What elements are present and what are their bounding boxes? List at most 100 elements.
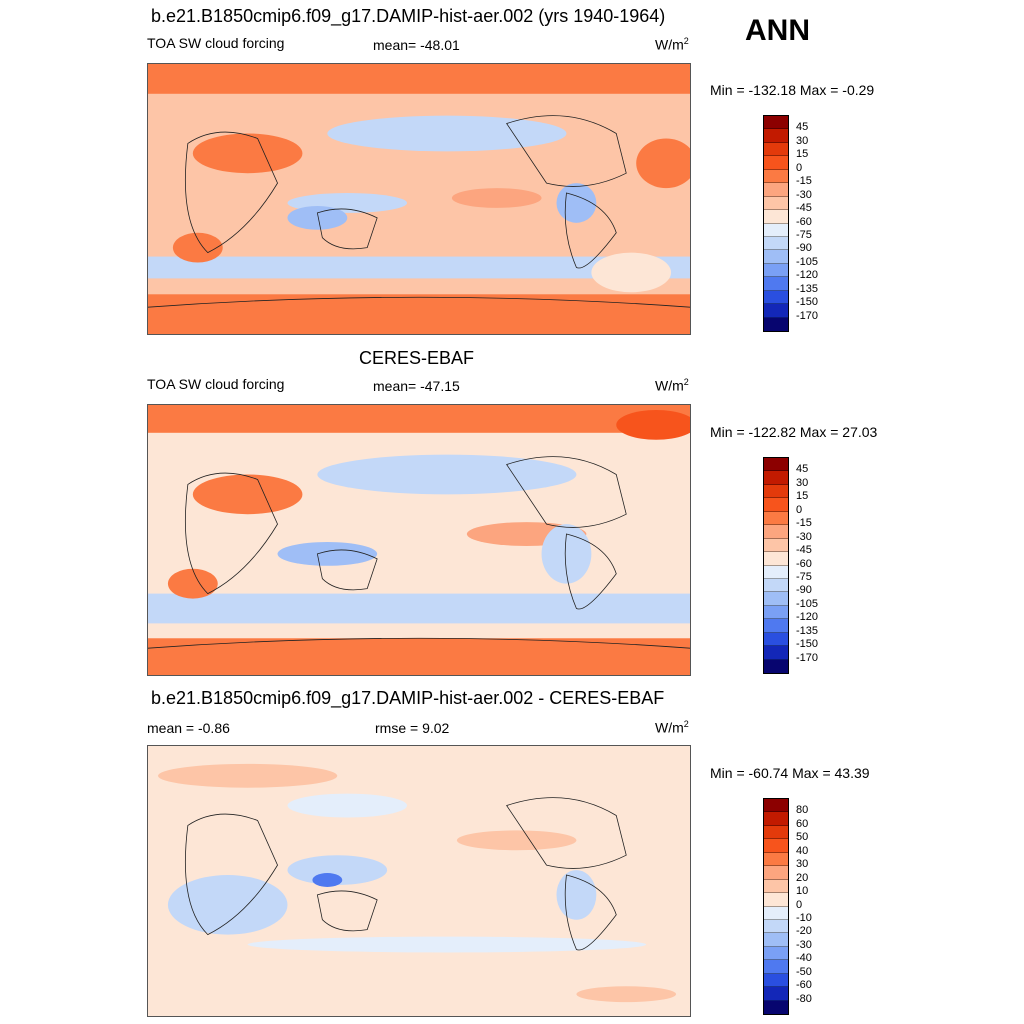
colorbar-swatch (764, 799, 788, 813)
colorbar-swatch (764, 619, 788, 633)
colorbar-swatch (764, 893, 788, 907)
colorbar-tick-label: -40 (796, 952, 812, 965)
colorbar-tick-label: -45 (796, 544, 812, 557)
colorbar-tick-label: -60 (796, 215, 812, 228)
colorbar-tick-label: -60 (796, 557, 812, 570)
panel1-variable-label: TOA SW cloud forcing (147, 35, 285, 51)
colorbar-swatch (764, 277, 788, 291)
colorbar-tick-label: -105 (796, 255, 819, 268)
panel2-mean-label: mean= -47.15 (373, 378, 460, 394)
colorbar-tick-label: -105 (796, 597, 819, 610)
colorbar-tick-label: -75 (796, 228, 812, 241)
colorbar-tick-label: 30 (796, 476, 809, 489)
colorbar-swatch (764, 183, 788, 197)
colorbar-tick-label: -15 (796, 175, 812, 188)
colorbar-tick-label: -135 (796, 624, 819, 637)
colorbar-swatch (764, 605, 788, 620)
season-label: ANN (745, 14, 810, 47)
colorbar-tick-label: -170 (796, 309, 819, 322)
panel2-colorbar (763, 457, 789, 674)
panel1-title: b.e21.B1850cmip6.f09_g17.DAMIP-hist-aer.… (151, 6, 666, 26)
panel1-units: W/m2 (655, 36, 689, 53)
colorbar-tick-label: -45 (796, 202, 812, 215)
colorbar-tick-label: 45 (796, 121, 809, 134)
colorbar-swatch (764, 223, 788, 237)
colorbar-tick-label: -135 (796, 282, 819, 295)
colorbar-swatch (764, 304, 788, 318)
panel3-mean-label: mean = -0.86 (147, 720, 230, 736)
colorbar-swatch (764, 659, 788, 673)
panel3-map (147, 745, 691, 1017)
colorbar-tick-label: 10 (796, 885, 809, 898)
colorbar-tick-label: -20 (796, 925, 812, 938)
colorbar-swatch (764, 960, 788, 974)
panel1-map (147, 63, 691, 335)
colorbar-tick-label: -30 (796, 188, 812, 201)
panel1-mean-label: mean= -48.01 (373, 37, 460, 53)
panel1-colorbar (763, 115, 789, 332)
panel3-rmse-label: rmse = 9.02 (375, 720, 450, 736)
colorbar-swatch (764, 565, 788, 579)
colorbar-swatch (764, 538, 788, 553)
colorbar-tick-label: -80 (796, 992, 812, 1005)
colorbar-swatch (764, 1000, 788, 1014)
colorbar-swatch (764, 156, 788, 170)
colorbar-tick-label: -75 (796, 570, 812, 583)
panel1-minmax: Min = -132.18 Max = -0.29 (710, 82, 875, 98)
colorbar-swatch (764, 116, 788, 130)
colorbar-swatch (764, 196, 788, 211)
colorbar-swatch (764, 825, 788, 840)
panel3-minmax: Min = -60.74 Max = 43.39 (710, 765, 870, 781)
panel2-title: CERES-EBAF (359, 348, 475, 368)
colorbar-tick-label: 15 (796, 490, 809, 503)
colorbar-tick-label: 30 (796, 134, 809, 147)
colorbar-tick-label: -150 (796, 296, 819, 309)
colorbar-tick-label: -30 (796, 938, 812, 951)
colorbar-swatch (764, 866, 788, 880)
colorbar-swatch (764, 987, 788, 1001)
colorbar-tick-label: 60 (796, 817, 809, 830)
colorbar-swatch (764, 458, 788, 472)
colorbar-swatch (764, 632, 788, 647)
panel2-minmax: Min = -122.82 Max = 27.03 (710, 424, 878, 440)
colorbar-swatch (764, 812, 788, 826)
colorbar-swatch (764, 552, 788, 566)
colorbar-tick-label: -30 (796, 530, 812, 543)
colorbar-swatch (764, 317, 788, 331)
colorbar-swatch (764, 511, 788, 526)
colorbar-tick-label: -170 (796, 651, 819, 664)
colorbar-swatch (764, 852, 788, 867)
colorbar-swatch (764, 210, 788, 224)
colorbar-tick-label: -150 (796, 638, 819, 651)
colorbar-tick-label: -60 (796, 979, 812, 992)
colorbar-swatch (764, 946, 788, 961)
colorbar-swatch (764, 839, 788, 853)
colorbar-tick-label: -15 (796, 517, 812, 530)
colorbar-tick-label: 40 (796, 844, 809, 857)
colorbar-tick-label: -90 (796, 584, 812, 597)
panel3-units: W/m2 (655, 719, 689, 736)
panel3-title: b.e21.B1850cmip6.f09_g17.DAMIP-hist-aer.… (151, 688, 665, 708)
colorbar-swatch (764, 263, 788, 278)
colorbar-swatch (764, 578, 788, 593)
colorbar-swatch (764, 919, 788, 934)
colorbar-tick-label: 50 (796, 831, 809, 844)
colorbar-tick-label: 0 (796, 161, 803, 174)
colorbar-tick-label: 20 (796, 871, 809, 884)
colorbar-swatch (764, 525, 788, 539)
colorbar-swatch (764, 879, 788, 894)
panel3-colorbar (763, 798, 789, 1015)
colorbar-tick-label: -90 (796, 242, 812, 255)
colorbar-swatch (764, 592, 788, 606)
colorbar-swatch (764, 250, 788, 264)
colorbar-tick-label: 0 (796, 503, 803, 516)
colorbar-swatch (764, 142, 788, 157)
colorbar-swatch (764, 484, 788, 499)
colorbar-tick-label: -10 (796, 911, 812, 924)
colorbar-swatch (764, 290, 788, 305)
colorbar-tick-label: 0 (796, 898, 803, 911)
colorbar-swatch (764, 129, 788, 143)
colorbar-tick-label: -50 (796, 965, 812, 978)
panel2-map (147, 404, 691, 676)
colorbar-swatch (764, 646, 788, 660)
